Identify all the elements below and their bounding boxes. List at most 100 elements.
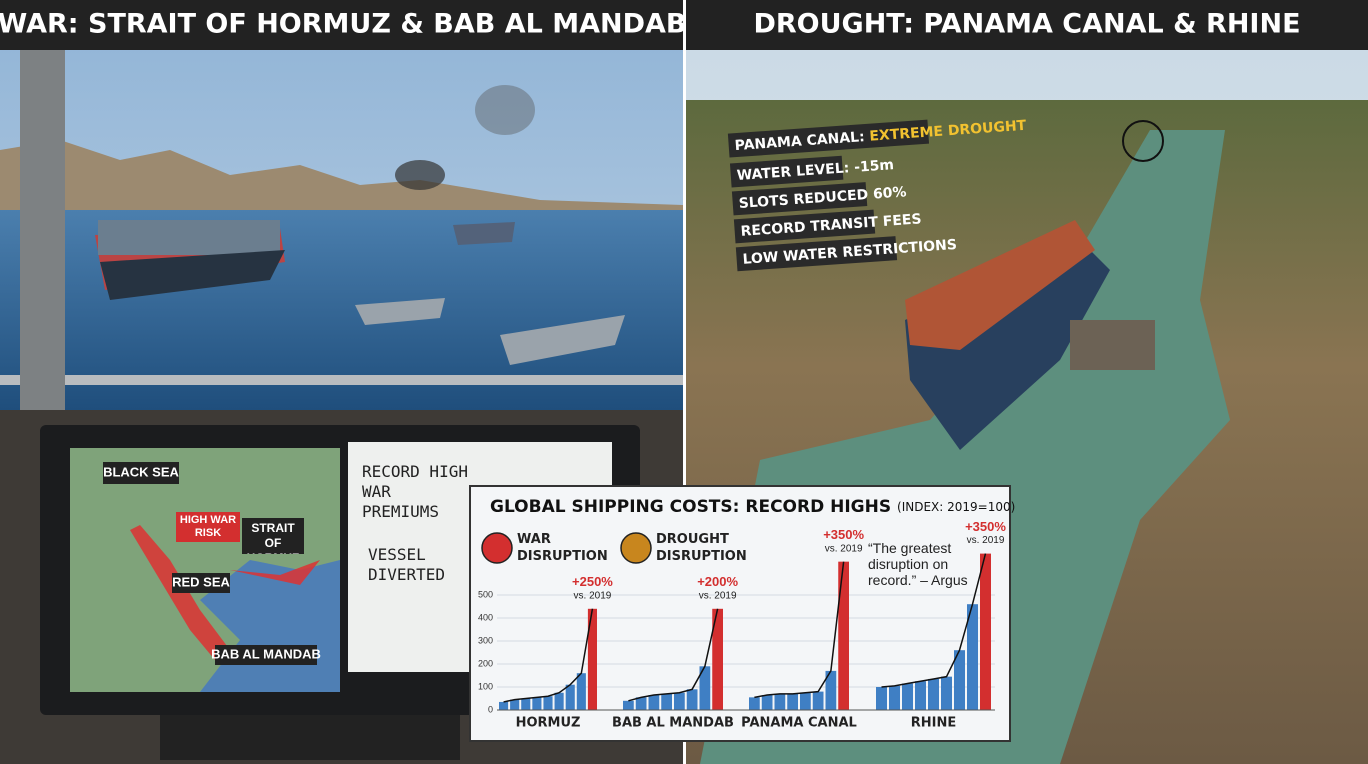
window-frame — [20, 45, 65, 435]
hull — [100, 250, 285, 300]
bar — [635, 697, 647, 710]
x-category-label: BAB AL MANDAB — [612, 716, 734, 731]
legend-label: DROUGHT DISRUPTION — [656, 532, 747, 564]
bar — [661, 693, 672, 710]
ship-hull — [905, 240, 1110, 450]
chart: WAR DISRUPTION DROUGHT DISRUPTION 0 100 200 3… — [478, 519, 1006, 730]
change-note: vs. 2019 — [699, 590, 737, 601]
bar — [825, 670, 837, 710]
containers — [98, 220, 280, 255]
whiteboard-text: VESSEL DIVERTED — [368, 545, 446, 584]
bar — [674, 692, 685, 710]
bar — [554, 692, 564, 710]
bar — [774, 693, 786, 710]
smoke — [395, 160, 445, 190]
map-labels: BLACK SEA HIGH WAR RISK STRAIT OF HORMUZ… — [103, 462, 321, 665]
change-label: +200% — [697, 574, 738, 589]
trend-line — [754, 561, 845, 699]
legend-icon — [620, 532, 652, 564]
sign-box — [731, 182, 868, 216]
map-label: BLACK SEA — [103, 464, 179, 479]
y-tick-label: 400 — [478, 612, 493, 622]
chart-title: GLOBAL SHIPPING COSTS: RECORD HIGHS (IND… — [490, 497, 1015, 517]
bar — [812, 691, 824, 710]
chart-subtitle: (INDEX: 2019=100) — [897, 500, 1015, 514]
y-tick-label: 300 — [478, 635, 493, 645]
y-tick-label: 500 — [478, 589, 493, 599]
trend-line — [881, 553, 987, 688]
risk-route — [130, 525, 320, 660]
change-note: vs. 2019 — [825, 543, 863, 554]
change-label: +350% — [823, 527, 864, 542]
y-tick-label: 200 — [478, 658, 493, 668]
bar — [761, 695, 773, 710]
right-title-bar — [686, 0, 1368, 50]
label-box — [176, 512, 240, 542]
bar — [967, 604, 978, 710]
bar — [749, 697, 760, 710]
bar — [499, 701, 509, 710]
left-title: WAR: STRAIT OF HORMUZ & BAB AL MANDAB — [0, 9, 686, 40]
bar — [954, 650, 965, 710]
bar — [648, 695, 660, 710]
bar — [889, 685, 900, 710]
map-label-box: HIGH WAR RISK — [179, 514, 237, 539]
record-bar — [838, 561, 849, 710]
whiteboard-text: RECORD HIGH WAR PREMIUMS — [362, 462, 468, 521]
legend-item: DROUGHT DISRUPTION — [656, 532, 747, 564]
whiteboard-note: RECORD HIGH WAR PREMIUMS — [362, 462, 468, 521]
warship — [500, 315, 625, 365]
bar — [565, 684, 575, 710]
bar — [902, 683, 913, 710]
ship — [453, 222, 515, 245]
whiteboard-note: VESSEL DIVERTED — [368, 545, 446, 584]
highlight-circle — [1122, 120, 1164, 162]
map-label: BAB AL MANDAB — [211, 646, 321, 661]
bar — [623, 700, 634, 710]
bar — [576, 673, 586, 710]
bar — [928, 678, 939, 710]
warship — [355, 298, 445, 325]
sign-box — [727, 119, 930, 158]
bar — [787, 693, 798, 710]
y-tick-label: 100 — [478, 681, 493, 691]
legend-icon — [481, 532, 513, 564]
map-label: STRAIT OF HORMUZ — [247, 521, 300, 554]
trend-line — [503, 608, 594, 703]
bar — [699, 666, 711, 710]
bar — [532, 697, 542, 710]
record-bar — [587, 608, 597, 710]
bar — [915, 681, 926, 710]
map-label: RED SEA — [172, 574, 230, 589]
x-category-label: PANAMA CANAL — [741, 716, 857, 731]
legend-item: WAR DISRUPTION — [517, 532, 608, 564]
label-box — [242, 518, 304, 554]
label-box — [215, 645, 317, 665]
map-label-box: STRAIT OF HORMUZ — [247, 521, 300, 554]
change-note: vs. 2019 — [967, 535, 1005, 546]
bar — [686, 689, 698, 710]
left-title-bar — [0, 0, 683, 50]
record-bar — [712, 608, 723, 710]
bar — [876, 687, 887, 710]
change-note: vs. 2019 — [574, 590, 612, 601]
sign-box — [735, 236, 898, 272]
y-tick-label: 0 — [488, 704, 493, 714]
quote: “The greatest disruption on record.” – A… — [868, 540, 968, 588]
legend-label: WAR DISRUPTION — [517, 532, 608, 564]
change-label: +350% — [965, 519, 1006, 534]
drought-sign: PANAMA CANAL: EXTREME DROUGHT WATER LEVE… — [727, 118, 1027, 272]
map-label: HIGH WAR RISK — [179, 514, 237, 539]
bar — [543, 696, 553, 710]
railing — [0, 375, 683, 385]
chart-title-text: GLOBAL SHIPPING COSTS: RECORD HIGHS — [490, 497, 891, 517]
mountains — [0, 140, 683, 215]
right-title: DROUGHT: PANAMA CANAL & RHINE — [753, 9, 1300, 40]
x-category-label: HORMUZ — [516, 716, 581, 731]
map-land — [70, 448, 340, 692]
divider — [683, 0, 686, 764]
bar — [521, 698, 531, 710]
x-category-label: RHINE — [911, 716, 957, 731]
sign-box — [729, 155, 844, 188]
